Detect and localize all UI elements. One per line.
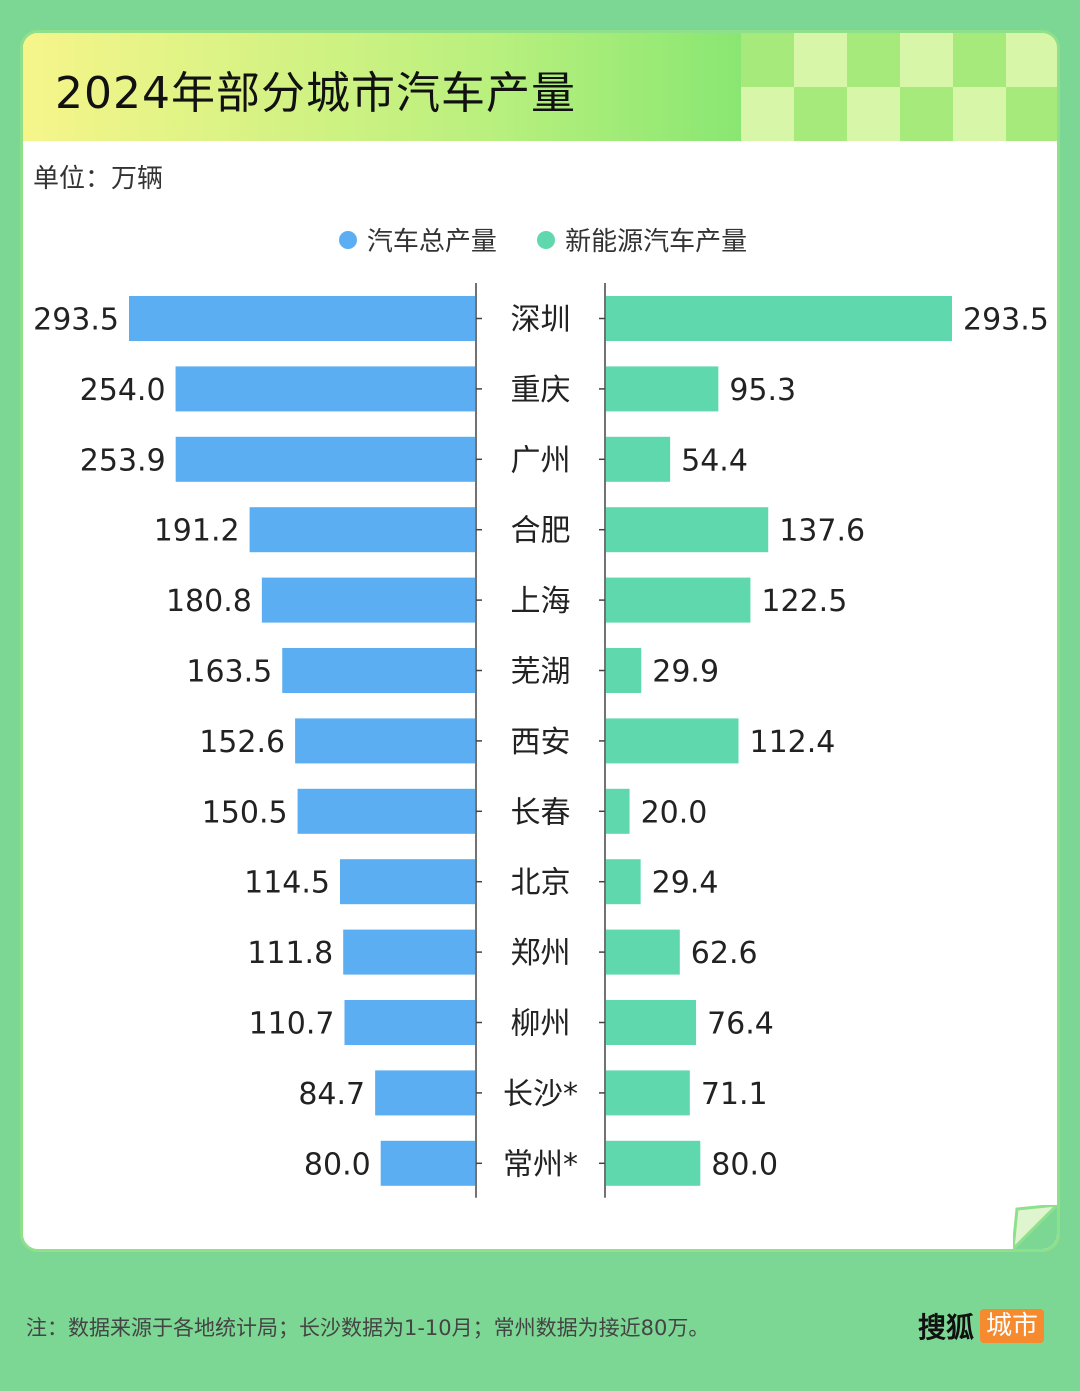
- category-label: 广州: [511, 443, 571, 478]
- legend-dot-total: [338, 230, 357, 249]
- bar-nev: [606, 718, 739, 764]
- category-label: 深圳: [511, 303, 571, 338]
- bar-nev: [606, 1000, 697, 1045]
- data-label-total: 180.8: [166, 584, 252, 619]
- brand-tag: 城市: [980, 1309, 1045, 1343]
- brand-name: 搜狐: [918, 1311, 975, 1344]
- bar-nev: [606, 929, 680, 975]
- bar-nev: [606, 436, 671, 482]
- data-label-total: 254.0: [80, 373, 166, 408]
- data-label-total: 152.6: [199, 725, 285, 760]
- category-label: 柳州: [511, 1007, 571, 1042]
- category-label: 重庆: [511, 373, 571, 408]
- bar-total: [344, 1000, 475, 1045]
- category-label: 北京: [511, 866, 571, 901]
- bar-total: [175, 436, 475, 482]
- category-label: 西安: [511, 725, 571, 760]
- category-label: 上海: [511, 584, 571, 619]
- category-label: 芜湖: [511, 655, 571, 690]
- bar-total: [261, 577, 475, 623]
- bar-nev: [606, 507, 769, 553]
- category-label: 合肥: [511, 514, 571, 549]
- data-label-total: 163.5: [186, 655, 272, 690]
- data-label-total: 111.8: [247, 936, 333, 971]
- data-label-total: 114.5: [244, 866, 330, 901]
- data-label-nev: 71.1: [701, 1077, 768, 1112]
- bar-total: [295, 718, 475, 764]
- data-label-total: 80.0: [304, 1147, 371, 1182]
- bar-total: [340, 859, 475, 905]
- bar-total: [175, 366, 475, 412]
- legend-label-nev: 新能源汽车产量: [565, 227, 748, 257]
- brand-logo: 搜狐 城市: [918, 1306, 1045, 1346]
- footer-note: 注：数据来源于各地统计局；长沙数据为1-10月；常州数据为接近80万。: [26, 1316, 710, 1340]
- data-label-nev: 112.4: [750, 725, 836, 760]
- bar-nev: [606, 296, 952, 341]
- data-label-nev: 76.4: [707, 1007, 774, 1042]
- bar-total: [380, 1140, 475, 1186]
- bar-total: [249, 507, 475, 553]
- chart-title: 2024年部分城市汽车产量: [55, 68, 576, 119]
- chart-card: 2024年部分城市汽车产量 单位：万辆 汽车总产量 新能源汽车产量: [20, 30, 1060, 1252]
- category-label: 常州*: [503, 1147, 578, 1182]
- checker-pattern: [741, 33, 1057, 141]
- data-label-total: 150.5: [202, 795, 288, 830]
- bar-nev: [606, 648, 642, 693]
- data-label-nev: 122.5: [761, 584, 847, 619]
- page-fold-corner: [1013, 1205, 1057, 1249]
- bar-nev: [606, 366, 719, 412]
- header-banner: 2024年部分城市汽车产量: [23, 33, 1057, 141]
- data-label-nev: 137.6: [779, 514, 865, 549]
- data-label-nev: 20.0: [641, 795, 708, 830]
- data-label-total: 293.5: [33, 303, 119, 338]
- bar-total: [129, 296, 475, 341]
- data-label-nev: 293.5: [963, 303, 1049, 338]
- bar-total: [343, 929, 475, 975]
- bar-nev: [606, 788, 630, 834]
- data-label-nev: 29.4: [652, 866, 719, 901]
- data-label-total: 253.9: [80, 443, 166, 478]
- data-label-nev: 29.9: [652, 655, 719, 690]
- bar-total: [297, 788, 475, 834]
- legend-item-total: 汽车总产量: [338, 221, 497, 258]
- bar-nev: [606, 1070, 690, 1116]
- data-label-nev: 62.6: [691, 936, 758, 971]
- data-label-total: 84.7: [298, 1077, 365, 1112]
- legend-label-total: 汽车总产量: [366, 227, 497, 257]
- legend-dot-nev: [537, 230, 556, 249]
- data-label-total: 191.2: [154, 514, 240, 549]
- category-label: 长沙*: [503, 1077, 578, 1112]
- bar-nev: [606, 577, 751, 623]
- bar-total: [375, 1070, 475, 1116]
- data-label-nev: 95.3: [729, 373, 796, 408]
- legend-item-nev: 新能源汽车产量: [537, 221, 747, 258]
- unit-label: 单位：万辆: [33, 164, 164, 194]
- data-label-nev: 80.0: [711, 1147, 778, 1182]
- legend: 汽车总产量 新能源汽车产量: [23, 221, 1057, 258]
- data-label-total: 110.7: [249, 1007, 335, 1042]
- bar-nev: [606, 1140, 701, 1186]
- data-label-nev: 54.4: [681, 443, 748, 478]
- bar-total: [282, 648, 475, 693]
- category-label: 郑州: [511, 936, 571, 971]
- bar-nev: [606, 859, 641, 905]
- category-label: 长春: [511, 795, 571, 830]
